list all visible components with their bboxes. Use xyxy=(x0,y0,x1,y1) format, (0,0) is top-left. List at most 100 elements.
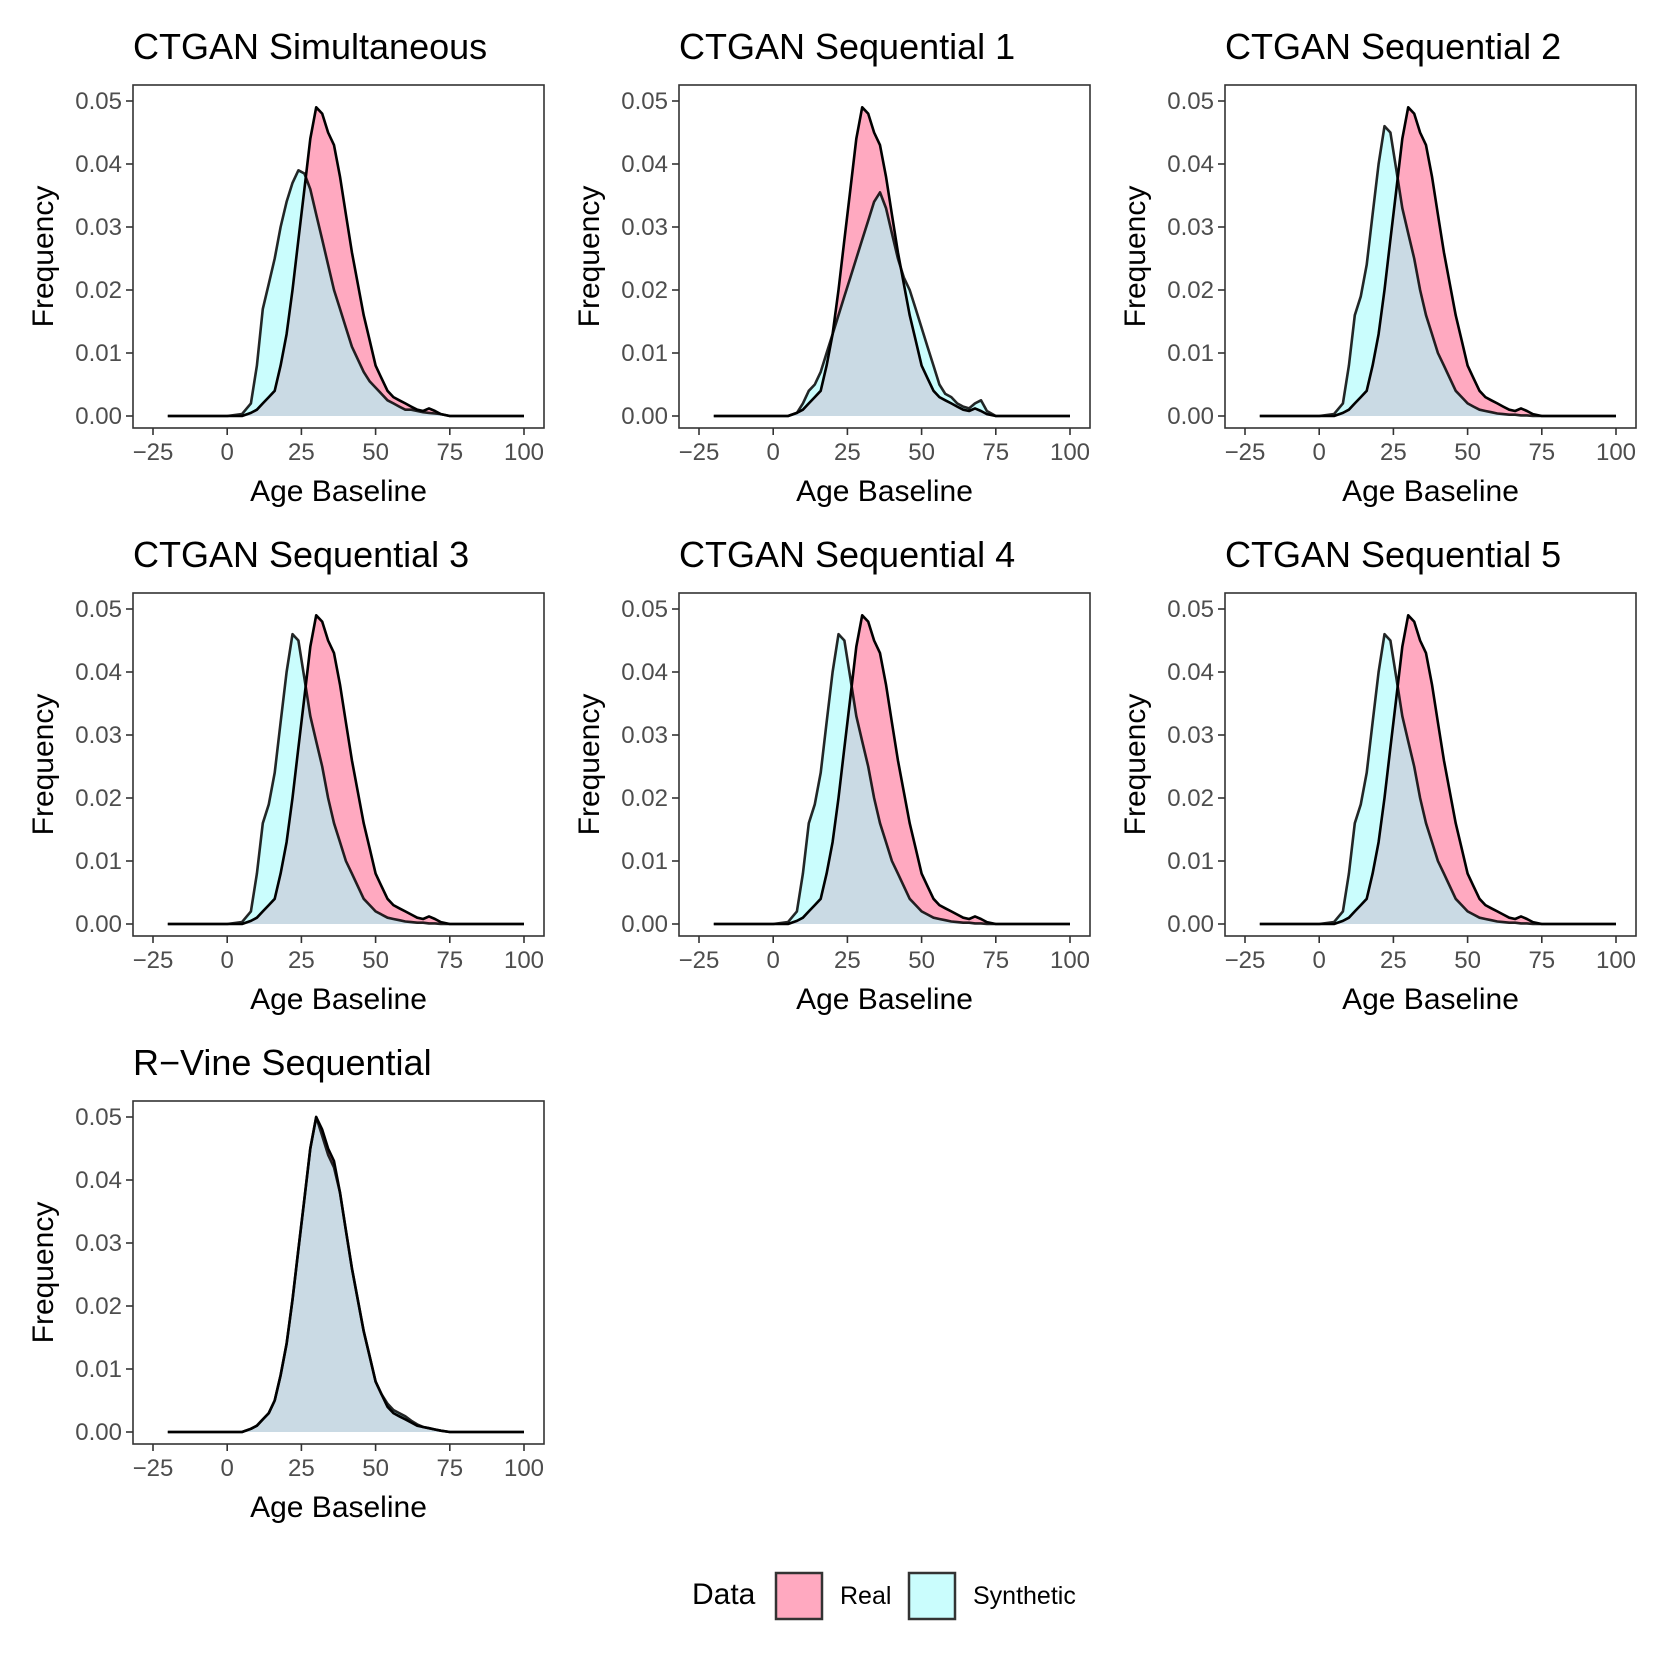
x-axis-label: Age Baseline xyxy=(250,475,427,508)
x-tick-label: 75 xyxy=(436,1455,463,1482)
panel-r-vine-sequential: R−Vine Sequential −25 0 25 50 75 100 0.00 0.01 0.… xyxy=(27,1042,545,1524)
density-area-synthetic xyxy=(167,634,525,924)
x-axis-label: Age Baseline xyxy=(1342,475,1519,508)
x-tick-label: 25 xyxy=(288,947,315,974)
density-line-real xyxy=(167,106,524,418)
y-tick-label: 0.04 xyxy=(75,1167,122,1194)
density-line-synthetic xyxy=(713,632,1070,926)
x-tick-label: 25 xyxy=(288,1455,315,1482)
x-tick-label: 0 xyxy=(221,947,234,974)
y-tick-label: 0.04 xyxy=(75,659,122,686)
density-area-synthetic xyxy=(713,192,1070,416)
x-axis-label: Age Baseline xyxy=(796,475,973,508)
panel-ctgan-sequential-3: CTGAN Sequential 3 −25 0 25 50 75 100 0.00 0.01 0… xyxy=(27,534,545,1016)
y-tick-label: 0.01 xyxy=(75,1356,122,1383)
x-tick-label: 100 xyxy=(1050,439,1090,466)
panel-title: CTGAN Sequential 1 xyxy=(679,26,1015,67)
y-tick-label: 0.04 xyxy=(75,151,122,178)
x-tick-label: 75 xyxy=(436,947,463,974)
x-tick-label: 0 xyxy=(221,439,234,466)
panel-ctgan-sequential-1: CTGAN Sequential 1 −25 0 25 50 75 100 0.00 0.01 0… xyxy=(573,26,1091,508)
panel-border xyxy=(1224,84,1637,429)
y-axis-label: Frequency xyxy=(27,186,60,328)
y-tick-label: 0.02 xyxy=(75,785,122,812)
density-line-real xyxy=(1259,614,1616,926)
legend: Data Real Synthetic xyxy=(692,1571,1076,1621)
x-tick-label: 100 xyxy=(504,1455,544,1482)
density-line-real xyxy=(713,106,1070,418)
y-tick-label: 0.02 xyxy=(75,1293,122,1320)
x-tick-label: −25 xyxy=(1225,439,1266,466)
y-tick-label: 0.00 xyxy=(1167,911,1214,938)
legend-label-real: Real xyxy=(840,1582,891,1610)
density-area-synthetic xyxy=(167,170,525,416)
density-line-synthetic xyxy=(1259,632,1616,926)
y-axis-label: Frequency xyxy=(1119,694,1152,836)
x-tick-label: −25 xyxy=(1225,947,1266,974)
x-tick-label: 0 xyxy=(1313,439,1326,466)
x-tick-label: 50 xyxy=(362,947,389,974)
density-line-real xyxy=(167,614,524,926)
panel-title: CTGAN Sequential 2 xyxy=(1225,26,1561,67)
y-tick-label: 0.05 xyxy=(75,88,122,115)
y-tick-label: 0.00 xyxy=(75,1419,122,1446)
x-tick-label: 50 xyxy=(362,1455,389,1482)
legend-key-synthetic xyxy=(907,1571,957,1621)
panel-border xyxy=(678,592,1091,937)
x-tick-label: −25 xyxy=(679,439,720,466)
y-tick-label: 0.00 xyxy=(621,403,668,430)
y-tick-label: 0.05 xyxy=(621,88,668,115)
x-axis-label: Age Baseline xyxy=(796,983,973,1016)
panel-ctgan-simultaneous: CTGAN Simultaneous −25 0 25 50 75 100 0.00 0.01 0… xyxy=(27,26,545,508)
y-axis-label: Frequency xyxy=(27,694,60,836)
density-area-real xyxy=(167,107,525,417)
density-line-synthetic xyxy=(1259,124,1616,418)
density-area-real xyxy=(1259,615,1616,924)
y-tick-label: 0.01 xyxy=(621,340,668,367)
x-tick-label: 25 xyxy=(1380,947,1407,974)
panel-title: CTGAN Sequential 4 xyxy=(679,534,1015,575)
x-tick-label: 50 xyxy=(908,439,935,466)
y-tick-label: 0.01 xyxy=(75,848,122,875)
panel-title: CTGAN Sequential 3 xyxy=(133,534,469,575)
y-tick-label: 0.02 xyxy=(75,277,122,304)
x-tick-label: 75 xyxy=(982,947,1009,974)
y-tick-label: 0.04 xyxy=(621,151,668,178)
y-axis-label: Frequency xyxy=(573,694,606,836)
x-tick-label: 100 xyxy=(504,439,544,466)
density-area-synthetic xyxy=(713,634,1070,924)
x-tick-label: 100 xyxy=(504,947,544,974)
y-tick-label: 0.05 xyxy=(621,596,668,623)
y-tick-label: 0.01 xyxy=(75,340,122,367)
density-line-real xyxy=(713,614,1070,926)
panel-border xyxy=(132,84,545,429)
y-tick-label: 0.00 xyxy=(75,911,122,938)
y-axis-label: Frequency xyxy=(573,186,606,328)
y-tick-label: 0.00 xyxy=(621,911,668,938)
x-tick-label: −25 xyxy=(133,947,174,974)
legend-label-synthetic: Synthetic xyxy=(973,1582,1076,1610)
y-tick-label: 0.05 xyxy=(1167,88,1214,115)
panel-ctgan-sequential-2: CTGAN Sequential 2 −25 0 25 50 75 100 0.00 0.01 0… xyxy=(1119,26,1637,508)
y-tick-label: 0.01 xyxy=(621,848,668,875)
y-tick-label: 0.01 xyxy=(1167,340,1214,367)
y-tick-label: 0.04 xyxy=(621,659,668,686)
x-axis-label: Age Baseline xyxy=(1342,983,1519,1016)
x-tick-label: 75 xyxy=(1528,947,1555,974)
y-tick-label: 0.03 xyxy=(75,1230,122,1257)
x-tick-label: 50 xyxy=(1454,947,1481,974)
x-tick-label: −25 xyxy=(679,947,720,974)
y-tick-label: 0.01 xyxy=(1167,848,1214,875)
panel-border xyxy=(678,84,1091,429)
y-tick-label: 0.05 xyxy=(75,1104,122,1131)
density-area-synthetic xyxy=(1259,634,1616,924)
panel-border xyxy=(132,1100,545,1445)
panel-border xyxy=(132,592,545,937)
x-axis-label: Age Baseline xyxy=(250,1491,427,1524)
y-tick-label: 0.03 xyxy=(621,214,668,241)
density-area-real xyxy=(713,615,1070,924)
x-tick-label: 25 xyxy=(834,439,861,466)
x-tick-label: 50 xyxy=(1454,439,1481,466)
x-axis-label: Age Baseline xyxy=(250,983,427,1016)
